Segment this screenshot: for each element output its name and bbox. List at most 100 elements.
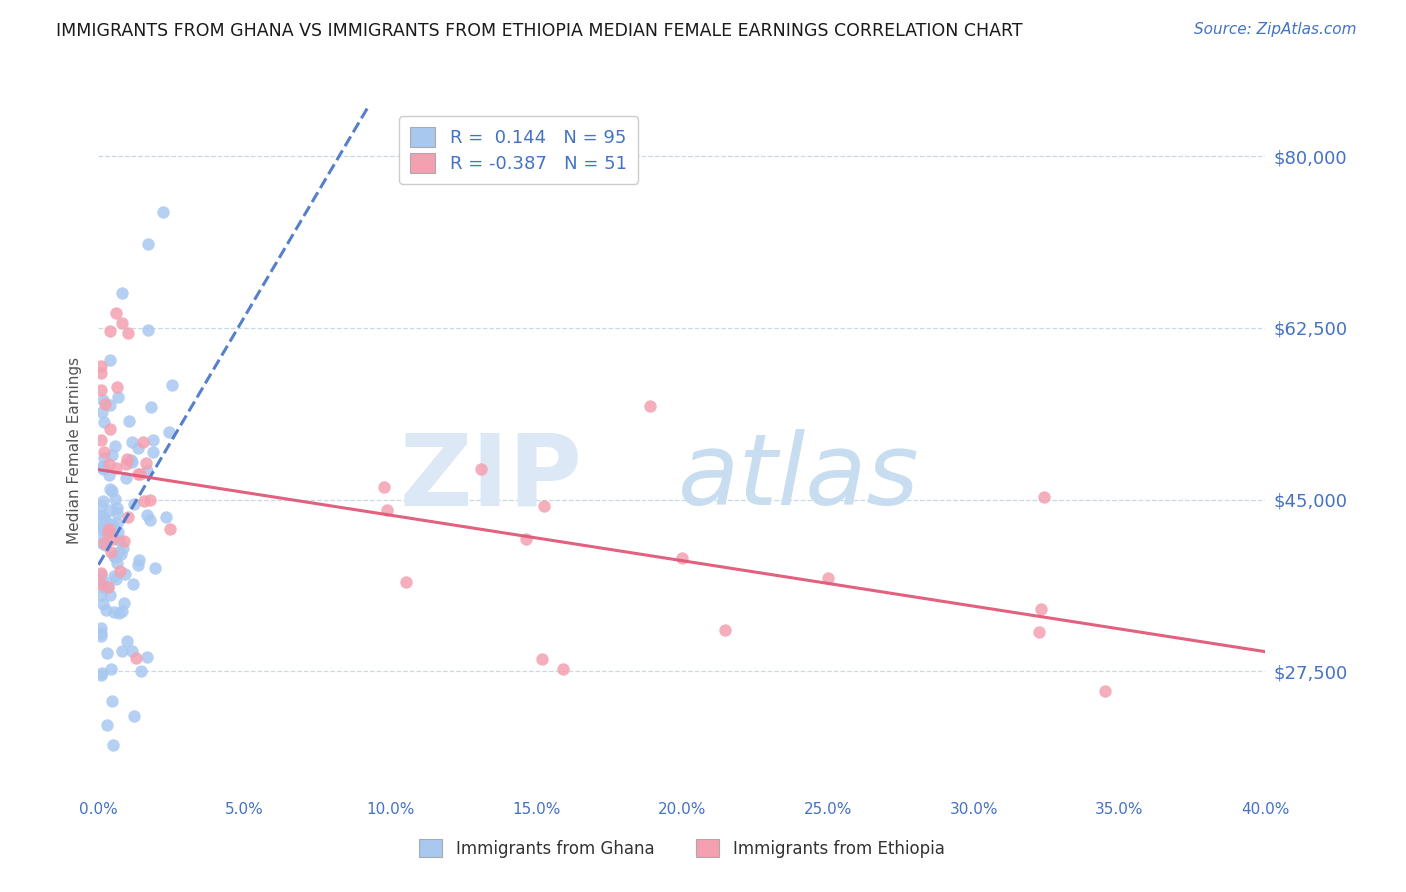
Point	[100, 544, 122, 558]
Point	[157, 425, 180, 439]
Point	[1094, 684, 1116, 698]
Point	[551, 662, 574, 676]
Point	[155, 509, 177, 524]
Point	[105, 461, 128, 475]
Point	[97, 580, 120, 594]
Y-axis label: Median Female Earnings: Median Female Earnings	[67, 357, 83, 544]
Point	[152, 204, 174, 219]
Point	[128, 467, 150, 481]
Point	[159, 522, 181, 536]
Point	[105, 556, 128, 570]
Point	[120, 452, 142, 467]
Point	[90, 566, 112, 580]
Point	[121, 434, 143, 449]
Point	[93, 445, 115, 459]
Point	[132, 435, 155, 450]
Point	[117, 509, 139, 524]
Point	[105, 572, 128, 586]
Point	[101, 484, 124, 499]
Point	[125, 651, 148, 665]
Point	[90, 433, 112, 447]
Point	[817, 571, 839, 585]
Point	[90, 508, 112, 522]
Point	[98, 588, 121, 602]
Point	[101, 738, 124, 752]
Point	[96, 718, 118, 732]
Point	[110, 604, 132, 618]
Point	[111, 316, 134, 330]
Point	[135, 464, 157, 478]
Point	[100, 694, 122, 708]
Point	[103, 569, 125, 583]
Point	[108, 606, 131, 620]
Point	[111, 286, 134, 301]
Point	[1028, 624, 1050, 639]
Point	[90, 629, 112, 643]
Point	[90, 567, 112, 582]
Point	[135, 456, 157, 470]
Point	[105, 380, 128, 394]
Point	[90, 626, 112, 640]
Point	[375, 503, 398, 517]
Point	[121, 455, 143, 469]
Point	[108, 533, 131, 547]
Point	[101, 532, 124, 546]
Point	[97, 580, 120, 594]
Point	[93, 451, 115, 466]
Point	[103, 606, 125, 620]
Point	[142, 434, 165, 448]
Point	[138, 323, 160, 337]
Point	[90, 577, 112, 591]
Point	[127, 467, 149, 481]
Point	[91, 510, 114, 524]
Point	[91, 458, 114, 473]
Point	[96, 603, 118, 617]
Point	[91, 461, 114, 475]
Point	[107, 390, 129, 404]
Point	[142, 445, 165, 459]
Point	[91, 460, 114, 475]
Point	[90, 405, 112, 419]
Point	[98, 457, 121, 471]
Point	[114, 458, 136, 472]
Point	[104, 306, 127, 320]
Point	[138, 492, 160, 507]
Point	[105, 507, 128, 521]
Point	[117, 326, 139, 340]
Point	[110, 548, 132, 562]
Point	[470, 462, 492, 476]
Point	[136, 237, 159, 252]
Point	[118, 414, 141, 428]
Point	[91, 574, 114, 588]
Point	[128, 553, 150, 567]
Point	[105, 516, 128, 530]
Point	[127, 441, 149, 455]
Point	[94, 397, 117, 411]
Point	[93, 581, 115, 595]
Point	[112, 533, 135, 548]
Point	[124, 709, 146, 723]
Point	[111, 644, 134, 658]
Point	[108, 545, 131, 559]
Point	[90, 359, 112, 373]
Point	[122, 497, 145, 511]
Point	[90, 621, 112, 635]
Point	[115, 634, 138, 648]
Point	[143, 561, 166, 575]
Point	[97, 467, 120, 482]
Point	[98, 482, 121, 496]
Point	[129, 664, 152, 678]
Point	[1032, 490, 1054, 504]
Point	[136, 649, 159, 664]
Text: IMMIGRANTS FROM GHANA VS IMMIGRANTS FROM ETHIOPIA MEDIAN FEMALE EARNINGS CORRELA: IMMIGRANTS FROM GHANA VS IMMIGRANTS FROM…	[56, 22, 1024, 40]
Point	[90, 366, 112, 380]
Point	[91, 494, 114, 508]
Point	[160, 378, 183, 392]
Point	[101, 517, 124, 532]
Point	[117, 451, 139, 466]
Point	[112, 596, 135, 610]
Point	[515, 532, 537, 546]
Point	[90, 588, 112, 602]
Point	[101, 449, 124, 463]
Point	[114, 567, 136, 582]
